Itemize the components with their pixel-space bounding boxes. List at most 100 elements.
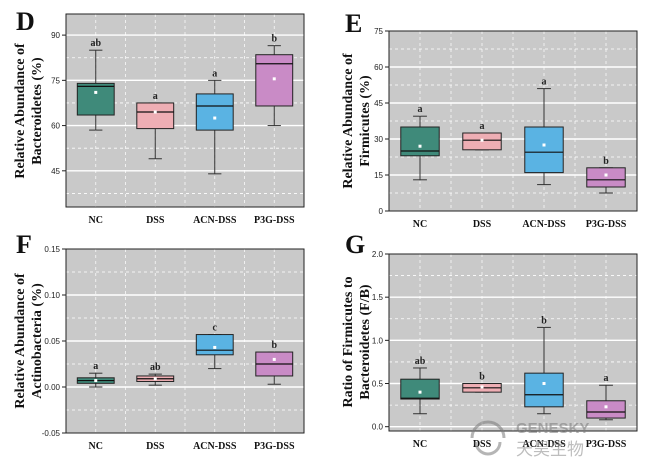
mean-marker [213, 345, 217, 349]
y-axis-label-line: Relative Abundance of [13, 43, 28, 179]
box-iqr [524, 126, 564, 174]
x-tick-label: NC [89, 441, 103, 452]
plot-frame [388, 30, 638, 212]
x-tick-label: ACN-DSS [522, 439, 566, 450]
mean-marker [272, 77, 276, 81]
significance-label: ab [415, 356, 426, 367]
y-tick-label: 45 [374, 99, 383, 108]
y-tick-label: 0 [379, 207, 384, 216]
panel-letter: G [345, 230, 365, 259]
mean-marker [94, 90, 98, 94]
significance-label: c [213, 323, 218, 334]
y-axis-label-line: Relative Abundance of [341, 53, 356, 189]
box-dss: ab [136, 362, 175, 386]
mean-marker [418, 390, 422, 394]
significance-label: b [271, 340, 277, 351]
box-acn-dss: a [195, 68, 234, 175]
mean-marker [418, 144, 422, 148]
x-tick-label: ACN-DSS [193, 215, 237, 226]
significance-label: a [212, 68, 217, 79]
significance-label: a [604, 373, 609, 384]
box-iqr [76, 82, 115, 116]
y-tick-label: 60 [51, 122, 60, 131]
x-tick-label: NC [89, 215, 103, 226]
significance-label: b [479, 372, 485, 383]
y-axis-label-line: Firmicutes (%) [358, 75, 373, 167]
mean-marker [604, 405, 608, 409]
x-tick-label: P3G-DSS [586, 219, 627, 230]
mean-marker [153, 110, 157, 114]
panel-e: 0 15 30 45 60 75 Relative Abundance of Firmicut… [341, 9, 638, 230]
plot-frame [65, 13, 305, 208]
y-tick-label: 1.0 [372, 336, 384, 345]
significance-label: b [603, 156, 609, 167]
y-axis-label: Relative Abundance of Bacteroidetes (%) [13, 43, 45, 179]
box-p3g-dss: b [255, 340, 294, 385]
box-p3g-dss: b [255, 34, 294, 127]
significance-label: a [480, 121, 485, 132]
mean-marker [153, 377, 157, 381]
mean-marker [272, 357, 276, 361]
box-p3g-dss: b [586, 156, 626, 194]
significance-label: b [271, 34, 277, 45]
box-nc: a [400, 104, 440, 181]
y-tick-label: 0.0 [372, 423, 384, 432]
significance-label: ab [90, 38, 101, 49]
y-tick-label: 30 [374, 135, 383, 144]
box-iqr [195, 334, 234, 356]
y-tick-label: 0.05 [44, 337, 60, 346]
y-tick-label: 60 [374, 63, 383, 72]
y-tick-label: 15 [374, 171, 383, 180]
box-nc: ab [400, 356, 440, 415]
x-tick-label: P3G-DSS [254, 441, 295, 452]
y-axis-label: Relative Abundance of Actinobacteria (%) [13, 273, 45, 409]
mean-marker [604, 173, 608, 177]
panel-letter: F [16, 230, 32, 259]
box-acn-dss: c [195, 323, 234, 370]
y-tick-label: 45 [51, 167, 60, 176]
box-acn-dss: a [524, 77, 564, 186]
mean-marker [480, 385, 484, 389]
y-axis-label-line: Relative Abundance of [13, 273, 28, 409]
x-tick-label: P3G-DSS [254, 215, 295, 226]
y-tick-label: 0.5 [372, 380, 384, 389]
box-acn-dss: b [524, 315, 564, 415]
box-dss: b [462, 372, 502, 393]
y-axis-label-line: Bacteroidetes (%) [30, 57, 45, 165]
box-dss: a [136, 91, 175, 160]
x-tick-label: NC [413, 219, 427, 230]
y-axis-label-line: Ratio of Firmicutes to [341, 276, 356, 407]
y-axis-label-line: Actinobacteria (%) [30, 283, 45, 399]
y-tick-label: 90 [51, 31, 60, 40]
box-iqr [586, 400, 626, 419]
mean-marker [542, 382, 546, 386]
mean-marker [94, 379, 98, 383]
box-iqr [524, 372, 564, 408]
x-tick-label: ACN-DSS [522, 219, 566, 230]
box-iqr [586, 167, 626, 188]
y-axis-label-line: Bacteroidetes (F/B) [358, 284, 373, 400]
y-tick-label: 75 [374, 27, 383, 36]
y-tick-label: 0.10 [44, 291, 60, 300]
panel-letter: D [16, 7, 35, 36]
box-p3g-dss: a [586, 373, 626, 421]
x-tick-label: NC [413, 439, 427, 450]
panel-g: 0.0 0.5 1.0 1.5 2.0 Ratio of Firmicutes to Bac… [341, 230, 638, 450]
significance-label: a [542, 77, 547, 88]
box-dss: a [462, 121, 502, 151]
box-iqr [136, 102, 175, 130]
box-nc: ab [76, 38, 115, 131]
box-iqr [400, 378, 440, 400]
y-tick-label: 0.00 [44, 383, 60, 392]
plot-frame [388, 253, 638, 432]
x-tick-label: DSS [146, 441, 165, 452]
significance-label: a [418, 104, 423, 115]
x-tick-label: DSS [473, 439, 492, 450]
box-iqr [255, 54, 294, 107]
y-axis-label: Ratio of Firmicutes to Bacteroidetes (F/B… [341, 276, 373, 407]
x-tick-label: DSS [146, 215, 165, 226]
mean-marker [213, 116, 217, 120]
mean-marker [542, 143, 546, 147]
box-nc: a [76, 361, 115, 388]
